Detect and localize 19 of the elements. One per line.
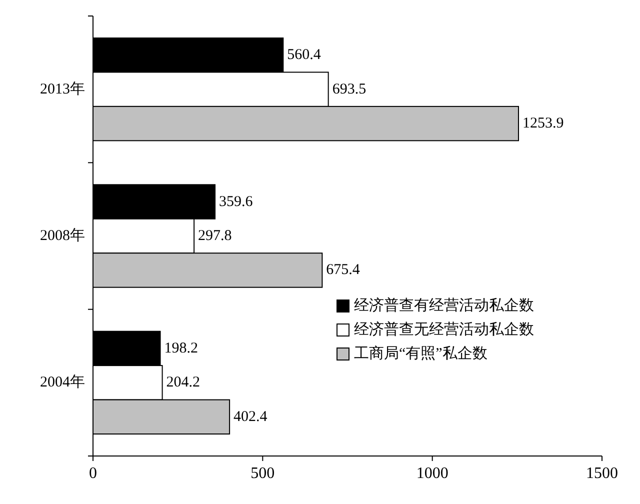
y-tick-label: 2004年 [40,374,85,391]
data-label: 198.2 [164,340,198,356]
legend-label: 经济普查有经营活动私企数 [354,297,534,314]
data-label: 675.4 [326,262,360,278]
x-tick-label: 1000 [416,465,448,482]
legend-label: 工商局“有照”私企数 [354,345,488,362]
data-label: 693.5 [332,81,366,98]
data-label: 359.6 [219,194,254,210]
x-tick-label: 500 [250,465,275,482]
x-tick-label: 1500 [586,465,618,482]
data-label: 204.2 [166,374,200,391]
y-tick-label: 2013年 [40,80,85,98]
x-tick-label: 0 [89,465,97,482]
data-label: 297.8 [198,228,232,244]
data-label: 1253.9 [522,116,564,132]
y-tick-label: 2008年 [40,227,85,244]
legend-label: 经济普查无经营活动私企数 [354,321,534,338]
data-label: 402.4 [234,408,268,425]
data-label: 560.4 [287,47,322,64]
